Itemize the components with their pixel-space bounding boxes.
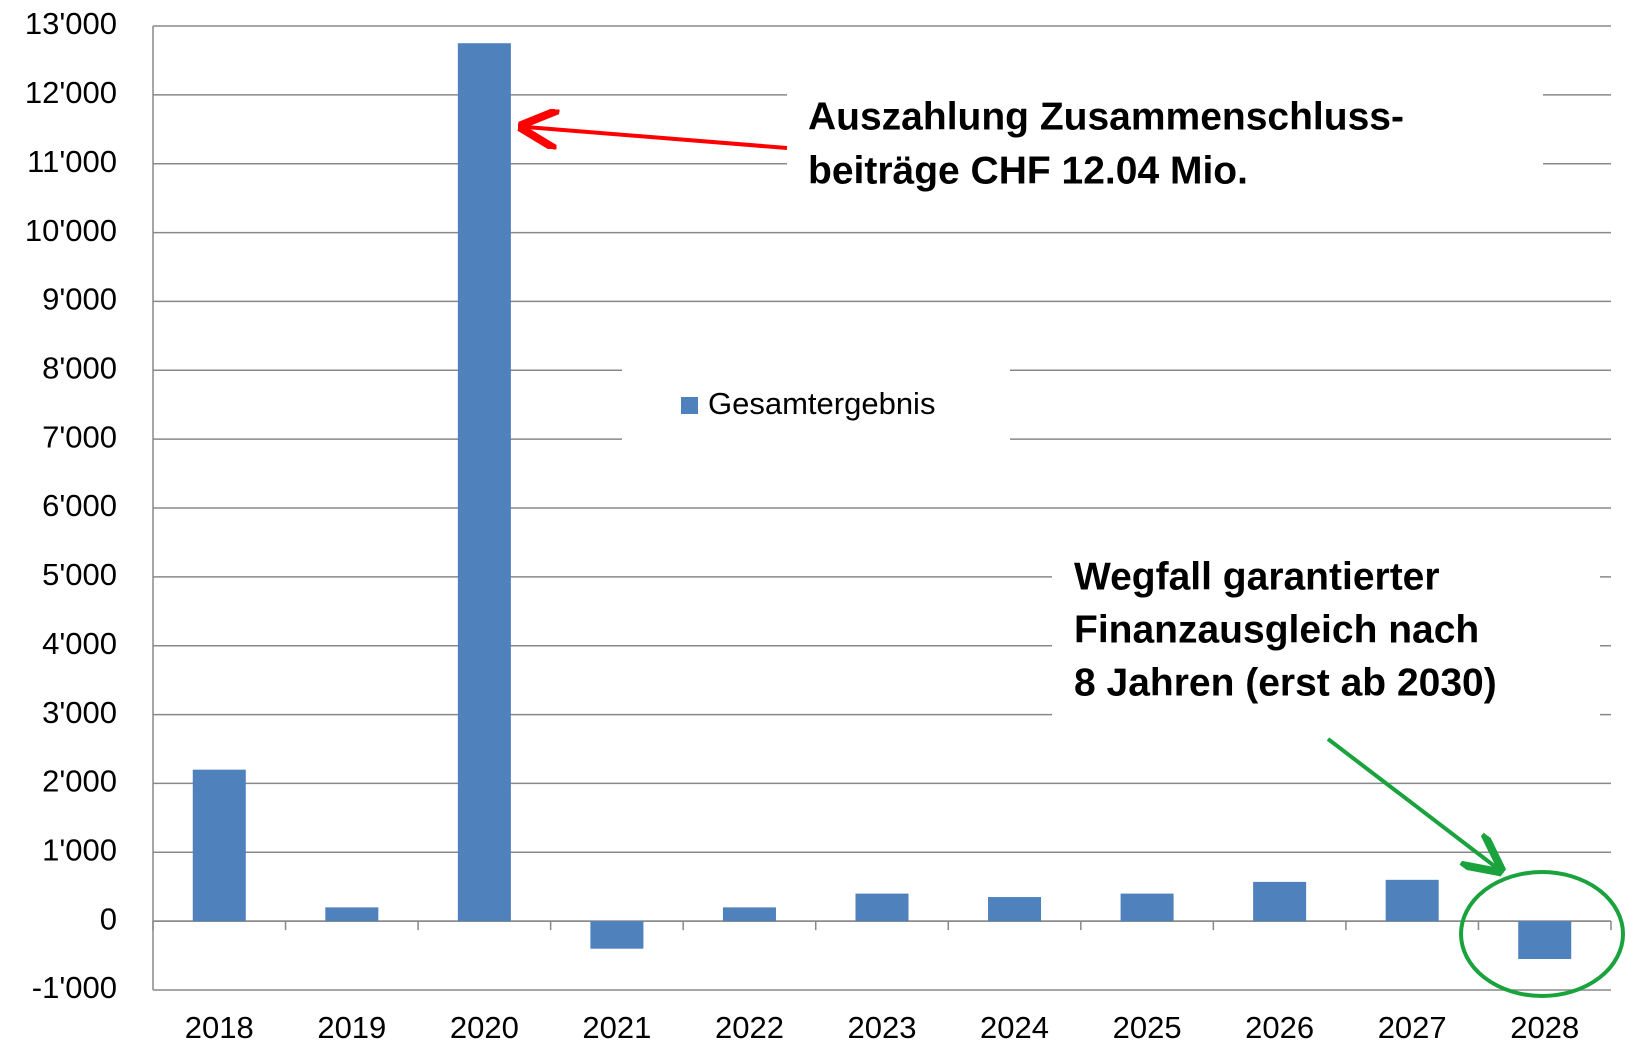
y-tick-label: 0 (100, 901, 117, 936)
x-tick-label: 2024 (980, 1010, 1049, 1045)
bar (325, 907, 379, 922)
x-tick-label: 2020 (450, 1010, 519, 1045)
y-tick-label: 10'000 (25, 213, 117, 248)
x-tick-label: 2022 (715, 1010, 784, 1045)
legend-swatch (681, 397, 698, 414)
bar (590, 921, 644, 949)
y-tick-label: 5'000 (42, 557, 117, 592)
annotation: Auszahlung Zusammenschluss- (808, 95, 1404, 138)
bar (855, 893, 909, 922)
annotation: Finanzausgleich nach (1074, 608, 1479, 651)
y-tick-label: 8'000 (42, 350, 117, 385)
y-tick-label: 4'000 (42, 626, 117, 661)
x-tick-label: 2028 (1510, 1010, 1579, 1045)
x-tick-label: 2025 (1113, 1010, 1182, 1045)
x-tick-label: 2018 (185, 1010, 254, 1045)
bar (988, 897, 1042, 922)
bar (192, 769, 246, 922)
y-tick-label: 12'000 (25, 75, 117, 110)
annotation: Wegfall garantierter (1074, 555, 1440, 598)
highlight-circle (1459, 870, 1625, 998)
x-tick-label: 2019 (317, 1010, 386, 1045)
annotation: beiträge CHF 12.04 Mio. (808, 149, 1248, 192)
bars (192, 43, 1572, 960)
annotation-arrow (1326, 737, 1497, 868)
bar (1253, 881, 1307, 922)
x-tick-label: 2021 (582, 1010, 651, 1045)
annotation-background (787, 82, 1543, 195)
y-tick-label: 13'000 (25, 6, 117, 41)
legend-label: Gesamtergebnis (708, 386, 935, 421)
y-tick-label: 9'000 (42, 282, 117, 317)
y-tick-label: 3'000 (42, 695, 117, 730)
bar (1120, 893, 1174, 922)
y-tick-label: 7'000 (42, 419, 117, 454)
y-tick-label: 11'000 (27, 144, 117, 179)
x-tick-label: 2026 (1245, 1010, 1314, 1045)
bar (1518, 921, 1572, 960)
annotation: 8 Jahren (erst ab 2030) (1074, 661, 1497, 704)
y-tick-label: 1'000 (42, 832, 117, 867)
y-tick-label: 2'000 (42, 764, 117, 799)
annotation-arrow (526, 127, 788, 150)
y-tick-label: -1'000 (32, 970, 117, 1005)
bar (1385, 879, 1439, 922)
bar (457, 43, 511, 922)
x-tick-label: 2023 (848, 1010, 917, 1045)
y-tick-label: 6'000 (42, 488, 117, 523)
bar (722, 907, 776, 922)
x-tick-label: 2027 (1378, 1010, 1447, 1045)
annotation-background (1052, 542, 1600, 724)
